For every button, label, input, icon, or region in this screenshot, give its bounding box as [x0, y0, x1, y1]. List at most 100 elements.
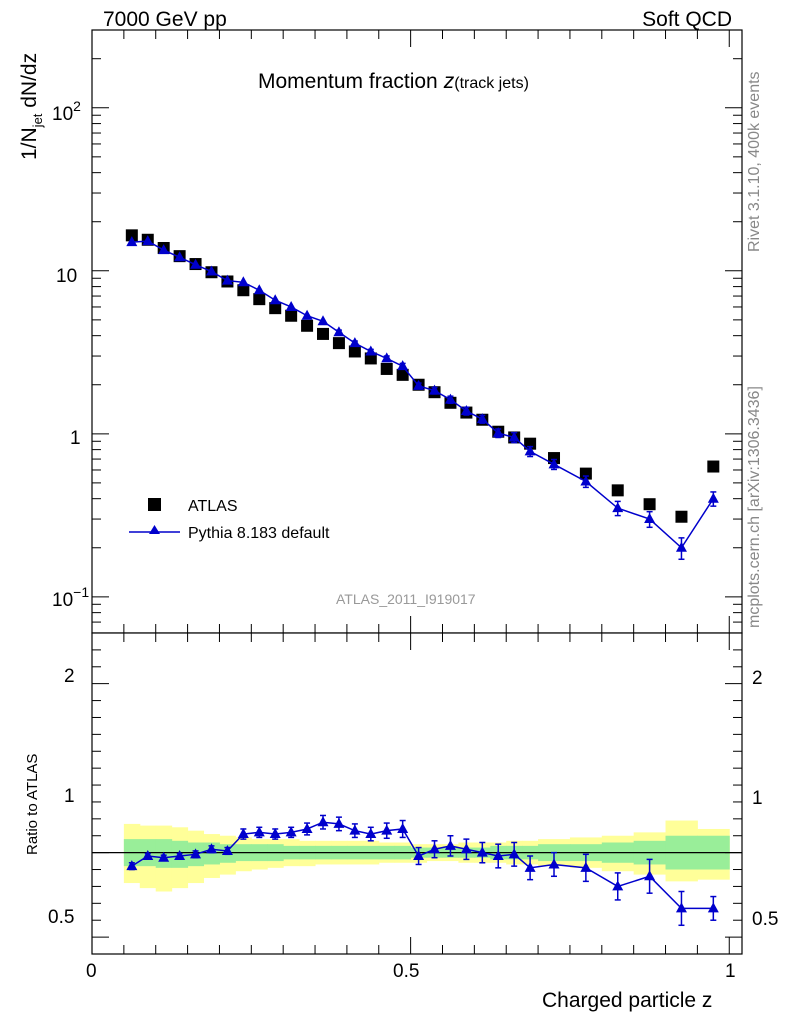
atlas-data-point — [237, 284, 250, 297]
x-axis-label: Charged particle z — [542, 989, 712, 1012]
atlas-data-point — [380, 362, 393, 375]
ratio-y-tick-label-right-2: 2 — [752, 668, 763, 689]
ratio-data-point — [580, 861, 592, 872]
main-y-axis-label: 1/Njet dN/dz — [18, 53, 45, 160]
pythia-data-point — [190, 258, 202, 269]
pythia-data-point — [413, 379, 425, 390]
pythia-data-point — [174, 251, 186, 262]
ratio-data-point — [548, 858, 560, 869]
ratio-data-point — [174, 850, 186, 861]
atlas-data-point — [611, 484, 624, 497]
ratio-data-point — [524, 861, 536, 872]
y-tick-label-10: 10 — [56, 266, 77, 287]
ratio-data-point — [413, 850, 425, 861]
legend-pythia-label: Pythia 8.183 default — [188, 525, 330, 542]
atlas-data-point — [643, 498, 656, 511]
ratio-data-point — [333, 817, 345, 828]
analysis-watermark: ATLAS_2011_I919017 — [336, 591, 476, 607]
y-tick-label-1: 1 — [70, 428, 81, 449]
ratio-y-tick-label-2: 2 — [64, 666, 75, 687]
atlas-data-point — [675, 510, 688, 523]
pythia-data-point — [460, 405, 472, 416]
pythia-data-point — [349, 337, 361, 348]
main-axis-ticks — [91, 29, 742, 634]
y-tick-label-0.1: 10−1 — [52, 584, 89, 611]
legend-atlas-marker — [148, 498, 161, 511]
ratio-data-point — [444, 839, 456, 850]
atlas-data-point — [301, 319, 314, 332]
ratio-data-point — [460, 843, 472, 854]
legend: ATLAS Pythia 8.183 default — [129, 498, 330, 542]
ratio-axis-ticks — [91, 633, 742, 954]
process-label: Soft QCD — [642, 8, 732, 31]
ratio-green-band-bin — [203, 842, 220, 865]
ratio-plot: 2 1 0.5 2 1 0.5 0 0.5 1 Ratio to ATLAS C… — [24, 632, 778, 1012]
pythia-data-point — [365, 345, 377, 356]
pythia-data-point — [333, 326, 345, 337]
ratio-data-point — [644, 870, 656, 881]
pythia-data-point — [237, 276, 249, 287]
pythia-data-point — [644, 513, 656, 524]
main-plot-frame — [91, 29, 743, 634]
pythia-data-point — [675, 541, 687, 552]
ratio-data-point — [317, 816, 329, 827]
ratio-data-point — [612, 880, 624, 891]
atlas-data-point — [269, 302, 282, 315]
atlas-data-point — [125, 229, 138, 242]
ratio-data-point — [158, 851, 170, 862]
atlas-data-point — [548, 452, 561, 465]
atlas-data-point — [396, 368, 409, 381]
pythia-data-point — [707, 492, 719, 503]
ratio-data-point — [142, 850, 154, 861]
ratio-data-point — [301, 822, 313, 833]
ratio-series — [126, 814, 719, 927]
pythia-data-point — [301, 309, 313, 320]
atlas-data-point — [707, 460, 720, 473]
pythia-data-point — [221, 274, 233, 285]
ratio-data-point — [365, 828, 377, 839]
ratio-plot-frame — [91, 632, 743, 955]
ratio-data-point — [190, 848, 202, 859]
pythia-data-point — [381, 352, 393, 363]
ratio-data-point — [285, 826, 297, 837]
pythia-data-point — [476, 413, 488, 424]
pythia-data-point — [524, 445, 536, 456]
main-series — [125, 229, 720, 561]
pythia-data-point — [253, 284, 265, 295]
atlas-data-point — [348, 345, 361, 358]
ratio-data-point — [221, 844, 233, 855]
x-tick-label-0: 0 — [86, 961, 97, 982]
ratio-data-point — [476, 846, 488, 857]
main-plot: Momentum fraction z(track jets) 10−1 1 10… — [18, 29, 743, 634]
atlas-data-point — [253, 293, 266, 306]
ratio-y-tick-label-0.5: 0.5 — [48, 907, 74, 928]
ratio-data-point — [492, 850, 504, 861]
y-tick-label-100: 102 — [52, 98, 81, 125]
ratio-data-point — [269, 828, 281, 839]
atlas-data-point — [332, 337, 345, 350]
plot-title: Momentum fraction z(track jets) — [258, 70, 529, 93]
legend-atlas-label: ATLAS — [188, 498, 238, 515]
pythia-data-point — [492, 427, 504, 438]
ratio-data-point — [126, 860, 138, 871]
pythia-data-point — [317, 315, 329, 326]
legend-pythia-marker — [149, 525, 160, 534]
pythia-data-point — [508, 431, 520, 442]
pythia-data-point — [285, 300, 297, 311]
ratio-y-tick-label-1: 1 — [64, 786, 75, 807]
ratio-data-point — [707, 902, 719, 913]
pythia-data-point — [612, 502, 624, 513]
ratio-data-point — [205, 843, 217, 854]
x-tick-label-1: 1 — [725, 961, 736, 982]
ratio-data-point — [429, 843, 441, 854]
pythia-data-point — [158, 244, 170, 255]
ratio-data-point — [253, 826, 265, 837]
pythia-data-point — [548, 458, 560, 469]
ratio-data-point — [349, 824, 361, 835]
pythia-data-point — [126, 236, 138, 247]
pythia-data-point — [269, 294, 281, 305]
ratio-data-point — [397, 822, 409, 833]
atlas-data-point — [317, 327, 330, 340]
ratio-data-point — [237, 828, 249, 839]
